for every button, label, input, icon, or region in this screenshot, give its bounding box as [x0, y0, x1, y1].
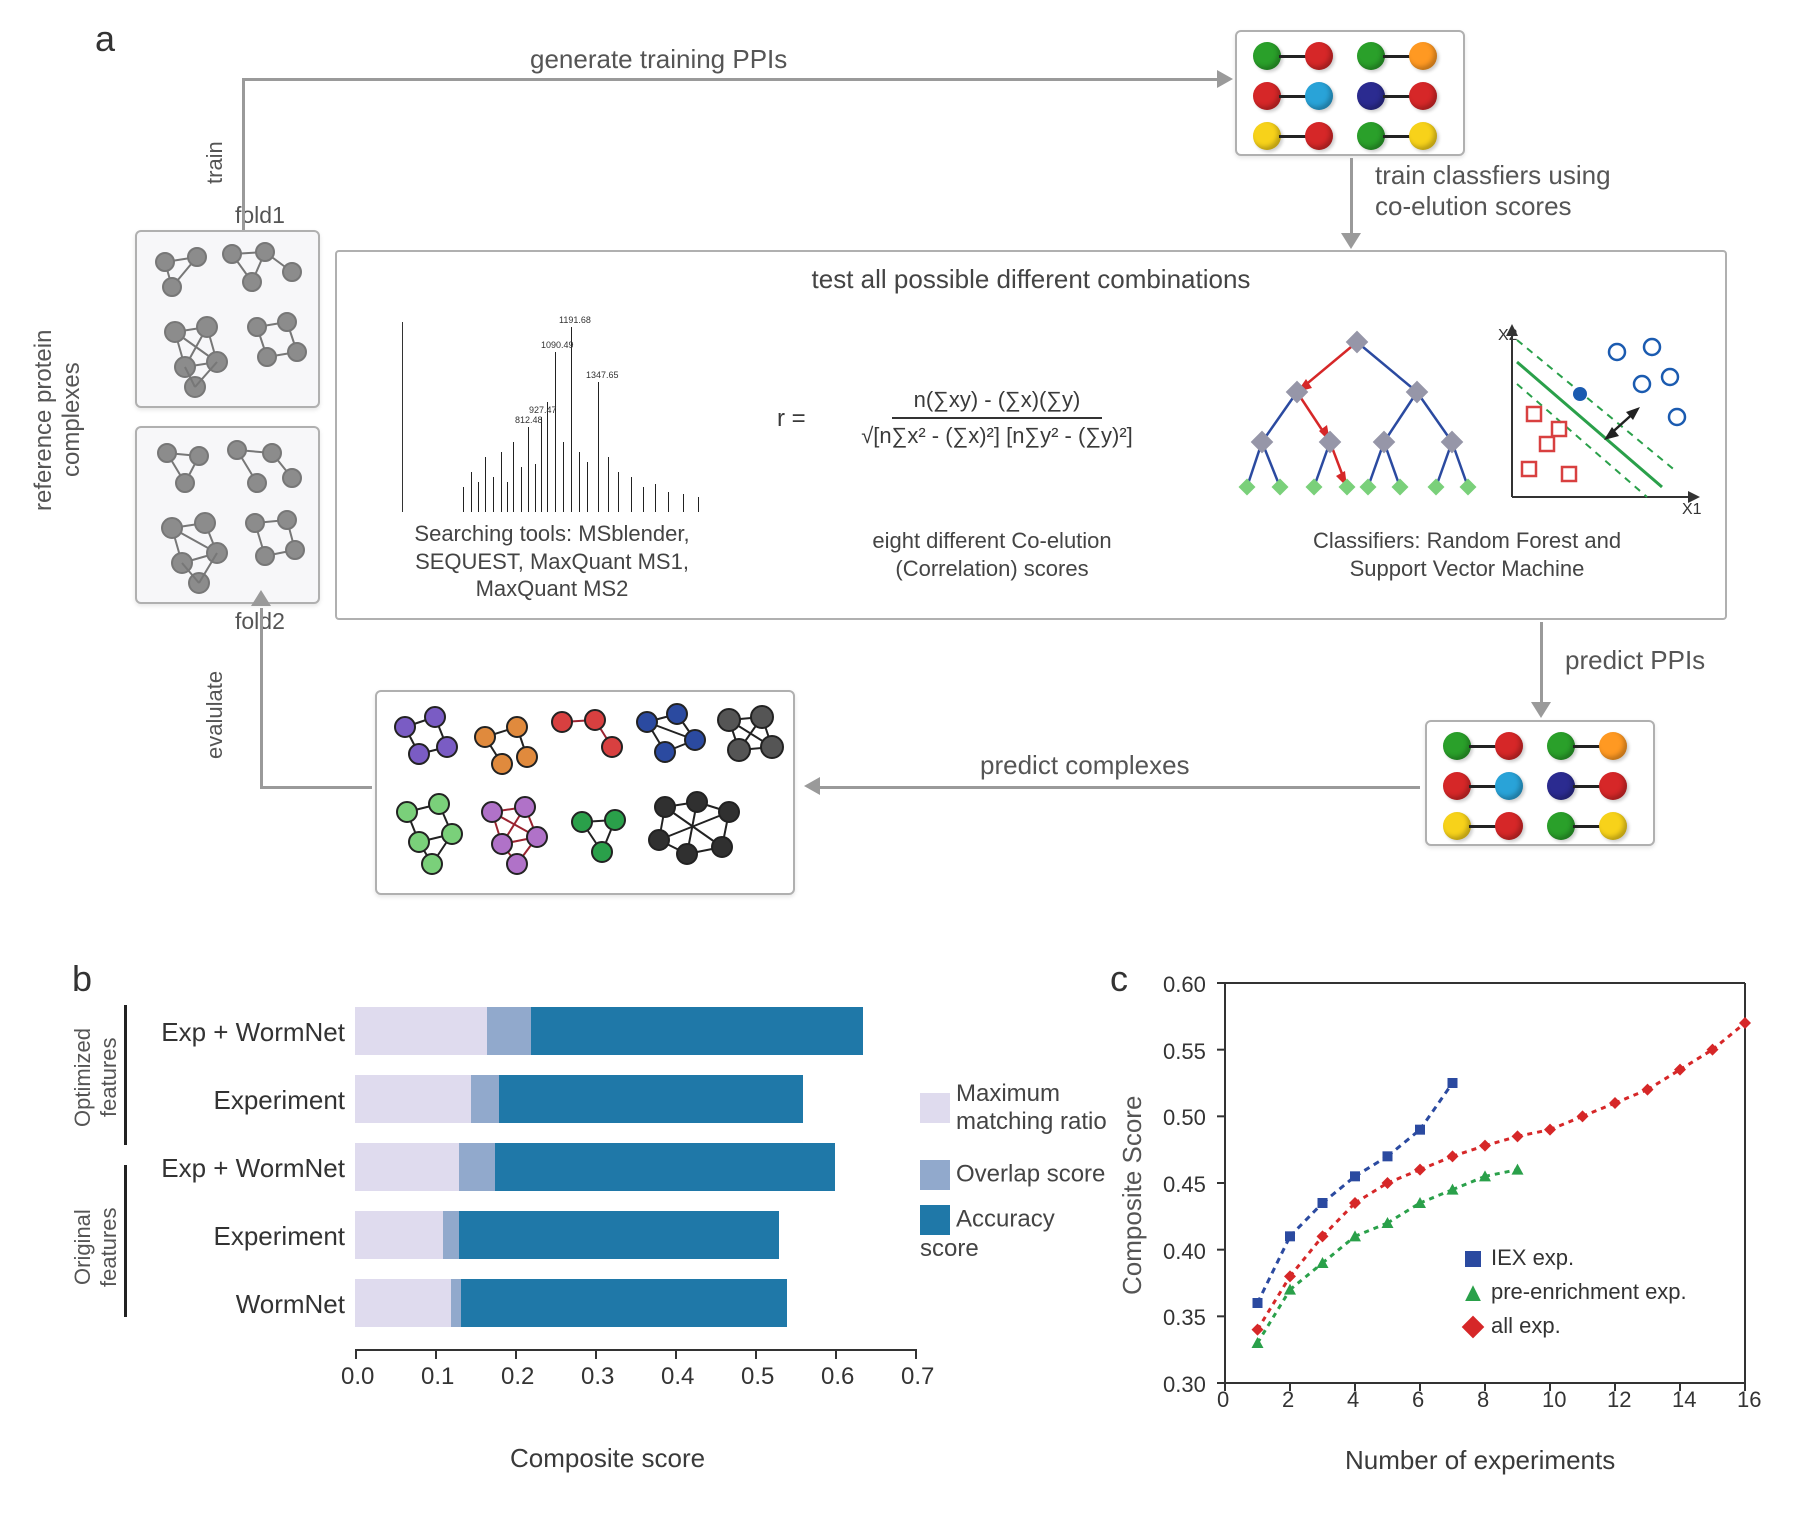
ppi-node	[1305, 42, 1333, 70]
ppi-node	[1443, 812, 1471, 840]
xaxis-label-b: Composite score	[510, 1443, 705, 1474]
decision-tree-icon	[1232, 322, 1482, 512]
bar-segment	[459, 1211, 779, 1259]
panel-a: reference protein complexes fold1	[60, 30, 1760, 940]
bar-segment	[487, 1007, 531, 1055]
ppi-node	[1305, 122, 1333, 150]
bar-chart	[355, 999, 915, 1399]
ppi-node	[1599, 812, 1627, 840]
svg-text:X2: X2	[1498, 327, 1518, 344]
bar-segment	[459, 1143, 495, 1191]
ppi-node	[1599, 732, 1627, 760]
ppi-node	[1253, 122, 1281, 150]
ppi-node	[1547, 772, 1575, 800]
predicted-complexes-box	[375, 690, 795, 895]
legend-accuracy: Accuracy score	[920, 1205, 1120, 1263]
ppi-node	[1305, 82, 1333, 110]
bar-row-label: Exp + WormNet	[135, 1017, 345, 1048]
reference-label: reference protein complexes	[30, 290, 86, 550]
predict-complexes-label: predict complexes	[980, 750, 1190, 781]
fold2-box	[135, 426, 320, 604]
classifiers-caption: Classifiers: Random Forest and Support V…	[1247, 527, 1687, 582]
legend-item: pre-enrichment exp.	[1465, 1279, 1687, 1305]
ppi-node	[1357, 42, 1385, 70]
bar-row-label: Exp + WormNet	[135, 1153, 345, 1184]
searching-caption: Searching tools: MSblender, SEQUEST, Max…	[382, 520, 722, 603]
ppi-node	[1357, 82, 1385, 110]
bar-segment	[499, 1075, 803, 1123]
test-all-label: test all possible different combinations	[337, 264, 1725, 295]
formula: r = n(∑xy) - (∑x)(∑y) √[n∑x² - (∑x)²] [n…	[792, 387, 1202, 449]
arrow-up-icon	[251, 590, 271, 606]
panel-b: Optimized features Original features 0.0…	[60, 965, 1120, 1505]
legend-item: IEX exp.	[1465, 1245, 1574, 1271]
train-label: train	[202, 115, 228, 210]
bar-segment	[355, 1143, 459, 1191]
ppi-node	[1443, 772, 1471, 800]
ppi-node	[1443, 732, 1471, 760]
ppi-node	[1409, 122, 1437, 150]
ppi-node	[1495, 812, 1523, 840]
scores-caption: eight different Co-elution (Correlation)…	[817, 527, 1167, 582]
bar-segment	[355, 1007, 487, 1055]
bar-segment	[471, 1075, 499, 1123]
predict-ppis-label: predict PPIs	[1565, 645, 1705, 676]
fold1-network-icon	[137, 232, 322, 410]
ppi-node	[1547, 732, 1575, 760]
arrow-left-icon	[804, 777, 820, 795]
ppi-node	[1409, 42, 1437, 70]
bar-row-label: WormNet	[135, 1289, 345, 1320]
ppi-node	[1547, 812, 1575, 840]
bar-segment	[355, 1075, 471, 1123]
xaxis-label-c: Number of experiments	[1345, 1445, 1615, 1476]
arrow-down-icon	[1531, 702, 1551, 718]
bar-segment	[355, 1211, 443, 1259]
ppi-node	[1495, 732, 1523, 760]
panel-c-label: c	[1110, 958, 1128, 1000]
legend-mmr: Maximum matching ratio	[920, 1080, 1107, 1136]
original-label: Original features	[70, 1170, 122, 1325]
arrow-right-icon	[1217, 70, 1233, 88]
bar-segment	[355, 1279, 451, 1327]
evaluate-label: evalulate	[202, 650, 228, 780]
bar-row-label: Experiment	[135, 1221, 345, 1252]
line-chart	[1210, 975, 1765, 1415]
ppi-node	[1495, 772, 1523, 800]
bar-segment	[443, 1211, 459, 1259]
generate-label: generate training PPIs	[530, 44, 787, 75]
arrow-down-icon	[1341, 233, 1361, 249]
svg-text:X1: X1	[1682, 501, 1702, 517]
bar-segment	[531, 1007, 863, 1055]
train-classifiers-label: train classfiers using co-elution scores	[1375, 160, 1611, 222]
ppi-node	[1599, 772, 1627, 800]
optimized-label: Optimized features	[70, 1000, 122, 1155]
ppi-node	[1253, 82, 1281, 110]
ms-spectrum: 1090.491191.68927.47812.481347.65	[367, 312, 727, 512]
predicted-complexes-icon	[377, 692, 797, 897]
panel-c: Composite Score Number of experiments 02…	[1135, 965, 1775, 1505]
fold1-box	[135, 230, 320, 408]
legend-overlap: Overlap score	[920, 1160, 1105, 1190]
bar-segment	[461, 1279, 787, 1327]
ppi-node	[1253, 42, 1281, 70]
fold2-network-icon	[137, 428, 322, 606]
bar-row-label: Experiment	[135, 1085, 345, 1116]
ppi-node	[1357, 122, 1385, 150]
bar-segment	[495, 1143, 835, 1191]
legend-item: all exp.	[1465, 1313, 1561, 1339]
bar-segment	[451, 1279, 461, 1327]
svm-plot-icon: X2 X1	[1492, 322, 1702, 517]
yaxis-label-c: Composite Score	[1117, 1065, 1148, 1325]
ppi-node	[1409, 82, 1437, 110]
combinations-box: test all possible different combinations…	[335, 250, 1727, 620]
